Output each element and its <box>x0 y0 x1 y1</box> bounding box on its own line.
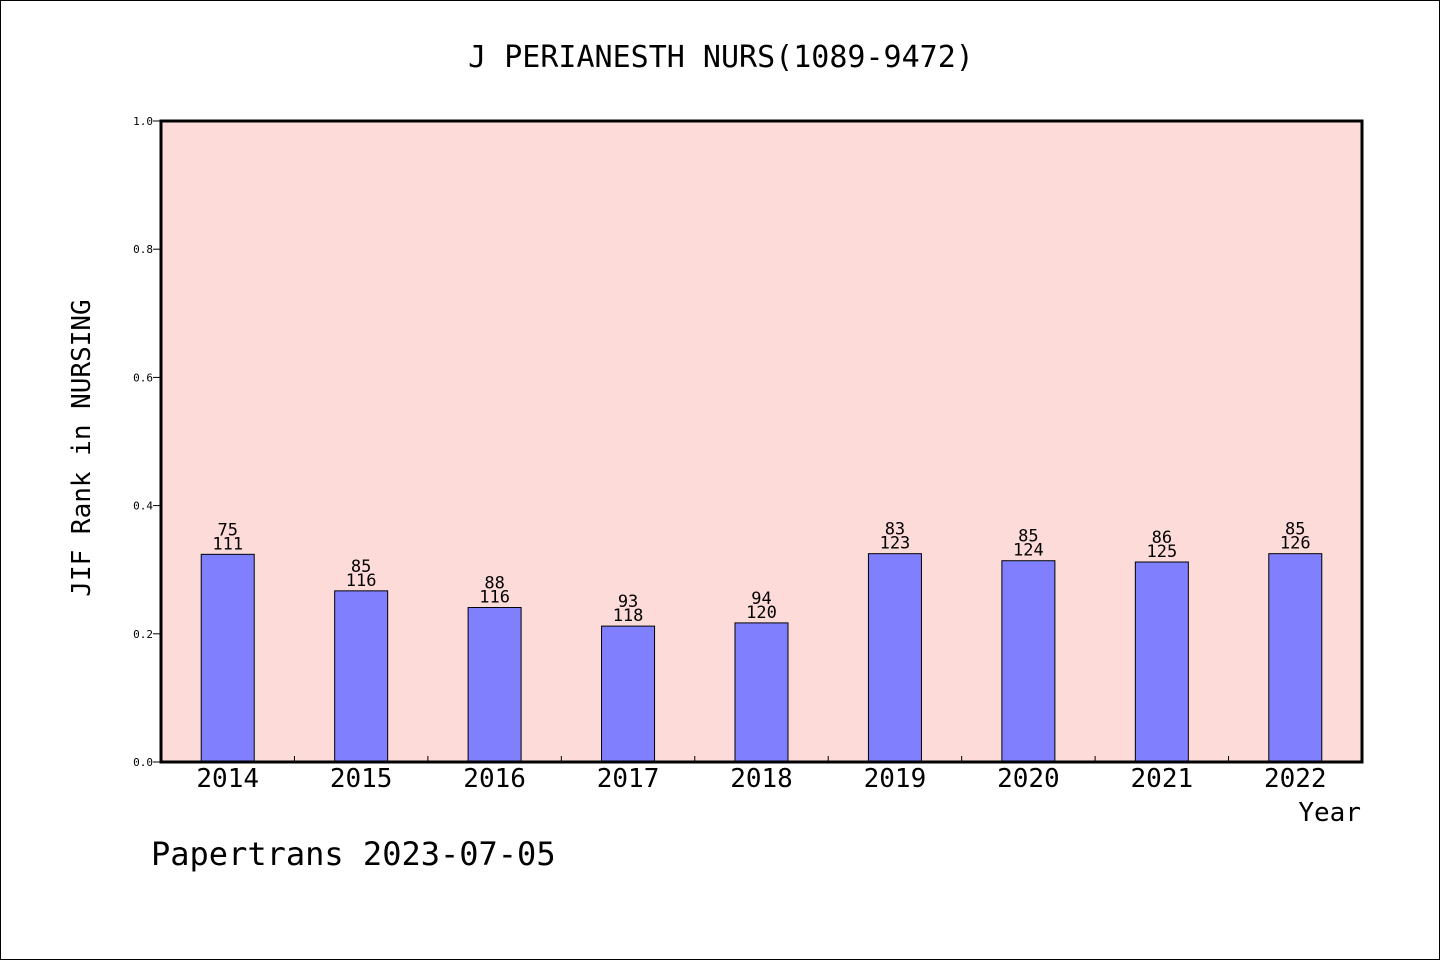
bar-2014 <box>200 553 255 763</box>
y-tick-label: 0.8 <box>133 243 153 256</box>
bar-2021 <box>1134 561 1189 763</box>
bar-rank-label: 85 <box>351 557 371 577</box>
bar-total-label: 120 <box>746 603 777 623</box>
bar-rank-label: 85 <box>1018 527 1038 547</box>
bar-total-label: 111 <box>212 534 243 554</box>
bar-total-label: 125 <box>1146 542 1177 562</box>
bar-total-label: 116 <box>346 571 377 591</box>
y-tick-label: 0.4 <box>133 500 153 513</box>
bar-2019 <box>867 553 922 763</box>
x-tick-label: 2020 <box>997 764 1060 794</box>
bar-2015 <box>334 590 389 763</box>
x-tick-label: 2015 <box>330 764 393 794</box>
bar-rank-label: 93 <box>618 592 638 612</box>
y-axis: 0.0 0.2 0.4 0.6 0.8 1.0 <box>133 115 161 769</box>
x-tick-label: 2022 <box>1264 764 1327 794</box>
y-tick-label: 0.2 <box>133 628 153 641</box>
y-axis-label: JIF Rank in NURSING <box>67 299 97 596</box>
bar-total-label: 116 <box>479 588 510 608</box>
bar-total-label: 123 <box>880 534 911 554</box>
watermark-text: Papertrans 2023-07-05 <box>151 835 556 873</box>
x-tick-label: 2019 <box>864 764 927 794</box>
x-tick-label: 2018 <box>730 764 793 794</box>
bar-total-label: 126 <box>1280 534 1311 554</box>
plot-border <box>159 119 1364 764</box>
bar-rank-label: 88 <box>484 574 504 594</box>
bar-total-label: 118 <box>613 606 644 626</box>
bar-2017 <box>601 625 656 763</box>
x-tick-label: 2014 <box>196 764 259 794</box>
bar-2022 <box>1268 553 1323 763</box>
bar-rank-label: 86 <box>1152 528 1172 548</box>
bar-2018 <box>734 622 789 763</box>
x-tick-label: 2021 <box>1131 764 1194 794</box>
x-axis: 2014 2015 2016 2017 2018 2019 2020 2021 2022 <box>196 756 1327 794</box>
bar-2016 <box>467 607 522 763</box>
bar-rank-label: 94 <box>751 589 771 609</box>
y-tick-label: 0.6 <box>133 371 153 384</box>
bar-rank-label: 83 <box>885 520 905 540</box>
chart-title: J PERIANESTH NURS(1089-9472) <box>468 40 974 75</box>
x-tick-label: 2016 <box>463 764 526 794</box>
x-axis-label: Year <box>1298 798 1361 828</box>
bars <box>200 553 1323 763</box>
bar-2020 <box>1001 560 1056 763</box>
y-tick-label: 0.0 <box>133 756 153 769</box>
bar-rank-label: 85 <box>1285 520 1305 540</box>
x-tick-label: 2017 <box>597 764 660 794</box>
bar-rank-label: 75 <box>217 520 237 540</box>
bar-total-label: 124 <box>1013 541 1044 561</box>
y-tick-label: 1.0 <box>133 115 153 128</box>
